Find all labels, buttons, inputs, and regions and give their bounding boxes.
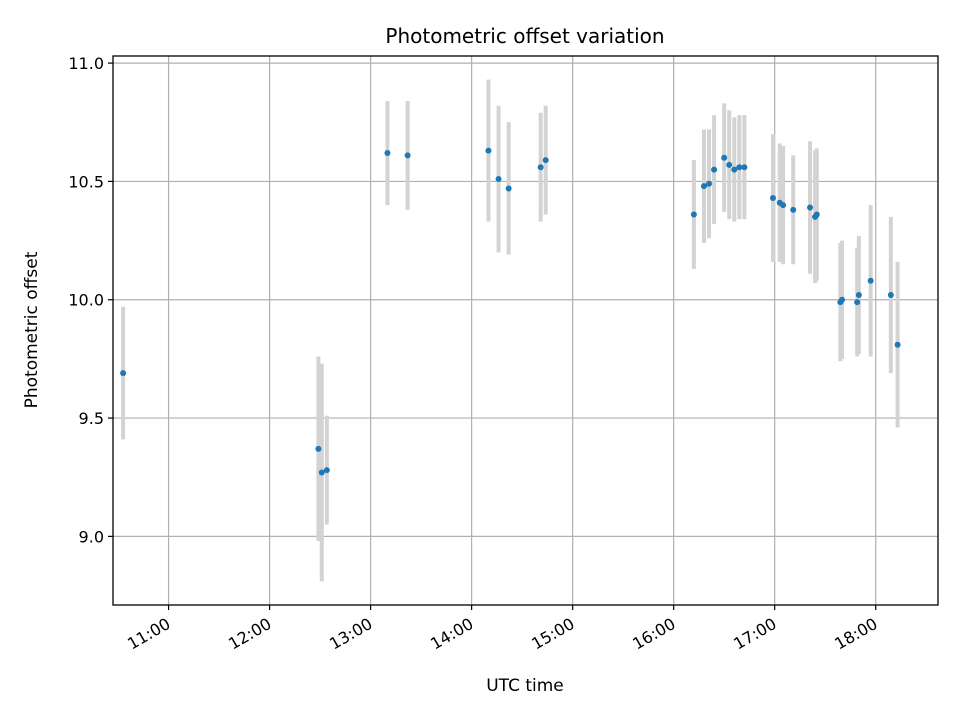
data-point (813, 211, 820, 218)
y-tick-label: 9.0 (79, 527, 104, 546)
chart-title: Photometric offset variation (385, 24, 664, 48)
x-tick-label: 12:00 (225, 614, 274, 654)
data-point (485, 147, 492, 154)
data-point (690, 211, 697, 218)
error-bars (121, 79, 900, 582)
x-tick-label: 18:00 (831, 614, 880, 654)
data-point (807, 204, 814, 211)
data-point (384, 150, 391, 157)
y-tick-label: 11.0 (68, 54, 104, 73)
grid (113, 56, 938, 605)
x-axis-ticks: 11:00 12:00 13:00 14:00 15:00 16:00 17:00 18:00 (124, 605, 881, 654)
data-points (120, 147, 901, 476)
plot-frame (112, 55, 939, 606)
data-point (315, 445, 322, 452)
data-point (711, 166, 718, 173)
data-point (318, 469, 325, 476)
data-point (790, 206, 797, 213)
data-point (867, 277, 874, 284)
x-tick-label: 16:00 (629, 614, 678, 654)
data-point (542, 157, 549, 164)
y-tick-label: 10.5 (68, 172, 104, 191)
data-point (404, 152, 411, 159)
data-point (495, 176, 502, 183)
data-point (505, 185, 512, 192)
data-point (736, 164, 743, 171)
data-point (839, 296, 846, 303)
x-tick-label: 15:00 (528, 614, 577, 654)
data-point (700, 183, 707, 190)
data-point (770, 194, 776, 201)
data-point (780, 202, 787, 209)
data-point (726, 161, 733, 168)
data-point (894, 341, 901, 348)
data-point (537, 164, 544, 171)
y-axis-label: Photometric offset (22, 251, 42, 408)
x-axis-label: UTC time (486, 676, 564, 696)
x-tick-label: 11:00 (124, 614, 173, 654)
x-tick-label: 14:00 (427, 614, 476, 654)
data-point (731, 166, 738, 173)
data-point (887, 292, 894, 299)
x-tick-label: 13:00 (326, 614, 375, 654)
data-point (323, 467, 330, 474)
y-axis-ticks: 9.0 9.5 10.0 10.5 11.0 (68, 54, 113, 546)
data-point (855, 292, 862, 299)
data-point (721, 154, 728, 161)
data-point (854, 299, 861, 306)
x-tick-label: 17:00 (730, 614, 779, 654)
data-point (706, 180, 713, 187)
data-point (741, 164, 748, 171)
data-point (120, 370, 127, 377)
y-tick-label: 9.5 (79, 409, 104, 428)
y-tick-label: 10.0 (68, 291, 104, 310)
